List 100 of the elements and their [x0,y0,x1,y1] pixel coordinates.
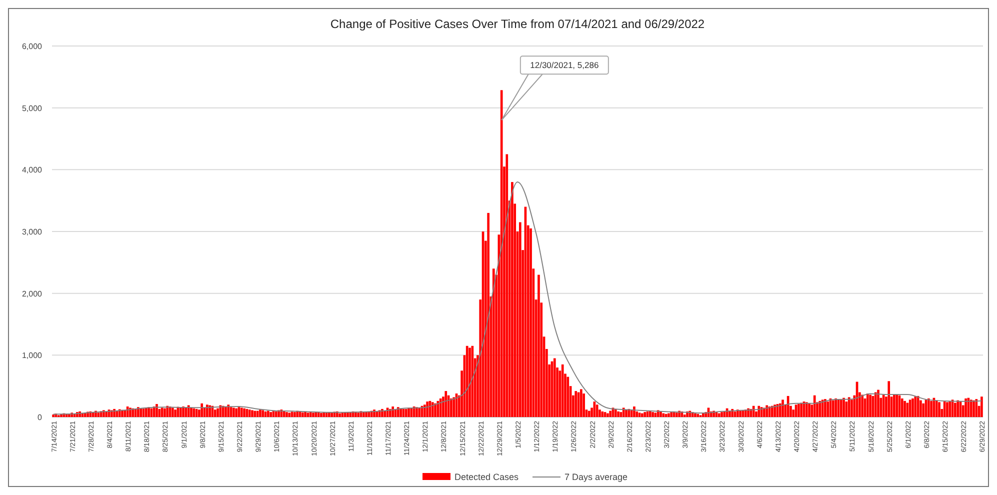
bar [778,403,782,417]
bar [956,400,959,417]
y-tick-label: 3,000 [22,228,43,236]
bar [739,410,742,417]
bar [601,411,604,417]
bar [174,410,176,417]
bar [179,407,182,417]
bar [262,410,264,417]
bar [152,406,156,417]
bar [818,400,822,417]
bar [930,400,932,417]
bar [834,398,837,417]
bar [644,412,646,417]
bar [946,402,948,417]
bar [227,404,230,417]
bar [617,411,620,417]
bar [500,90,503,417]
bar [357,412,360,417]
bar [874,392,877,417]
bar [328,412,330,417]
bar [896,394,898,417]
bar [782,400,784,417]
bar [904,400,906,417]
bar [338,413,341,417]
bar [410,408,413,417]
bar [900,398,904,417]
bar [444,391,448,417]
bar [235,408,238,417]
bar [938,402,940,417]
bar [259,410,262,417]
bar [294,412,296,417]
bar [312,412,314,417]
bar [232,408,235,417]
bar [518,222,522,417]
bar [912,398,914,417]
bar [824,399,826,417]
bar [492,268,495,417]
bar [813,395,816,417]
bar [346,412,349,417]
bar [290,412,294,417]
bar [566,376,570,417]
bar [766,405,768,417]
bar [216,408,219,417]
bar [774,404,776,417]
bar [182,406,184,417]
bar [190,408,192,417]
bar [416,407,418,417]
bar [511,182,514,417]
bar [137,407,140,417]
bar [200,403,204,417]
bar [214,410,216,417]
bar [588,410,590,417]
bar [471,346,474,417]
bar [404,408,408,417]
bar [286,412,288,417]
bar [648,410,652,417]
bar [306,412,310,417]
bar [954,402,956,417]
bar [625,410,628,417]
bar [274,411,278,417]
bar [609,410,612,417]
bar [660,411,662,417]
bar [384,410,386,417]
bar [675,412,678,417]
bar [975,399,978,417]
bar [506,154,508,417]
bar [206,404,208,417]
bar [538,274,540,417]
bar [219,405,222,417]
y-tick-label: 2,000 [22,289,43,298]
bar [487,212,490,417]
bar [805,402,808,417]
bar [638,412,641,417]
bar [251,410,254,417]
bar [614,408,617,417]
bar [396,407,400,417]
bar [530,228,532,417]
bar [466,346,468,417]
bar [927,398,930,417]
bar [434,403,436,417]
bar [723,411,726,417]
bar [970,400,972,417]
bar [877,390,880,417]
bar [580,389,582,417]
bar [980,396,983,417]
bar [668,413,670,417]
bar [633,406,636,417]
bar [105,412,108,417]
bar [888,381,890,417]
annotation: 12/30/2021, 5,286 [530,60,599,70]
bar [266,410,270,417]
bar [694,413,696,417]
bar [964,398,967,417]
bar [718,413,720,417]
bar [869,394,872,417]
bar [270,412,272,417]
bar [914,396,917,417]
bar [423,404,426,417]
bar [288,412,291,417]
bar [826,402,830,417]
